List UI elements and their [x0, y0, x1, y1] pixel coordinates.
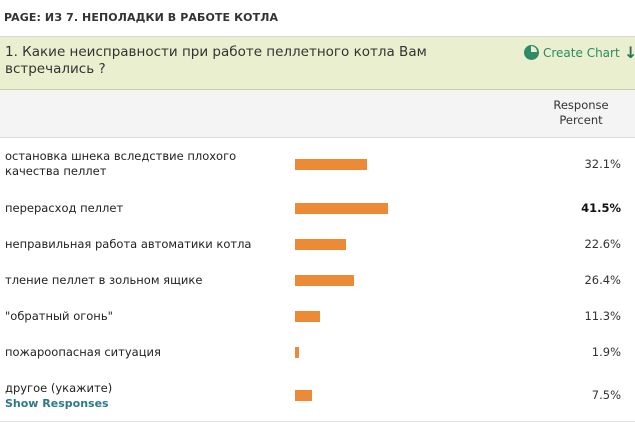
response-bar [295, 390, 312, 401]
row-label-text: остановка шнека вследствие плохого качес… [5, 149, 237, 178]
row-label-text: перерасход пеллет [5, 200, 124, 215]
table-row: остановка шнека вследствие плохого качес… [0, 138, 635, 191]
response-percent: 1.9% [591, 344, 621, 359]
page-header: PAGE: ИЗ 7. НЕПОЛАДКИ В РАБОТЕ КОТЛА [0, 0, 635, 37]
table-row: другое (укажите) Show Responses 7.5% [0, 370, 635, 422]
response-percent: 41.5% [581, 200, 621, 215]
row-label: другое (укажите) Show Responses [5, 381, 275, 411]
response-percent: 22.6% [584, 236, 621, 251]
row-label-text: тление пеллет в зольном ящике [5, 272, 203, 287]
row-label: пожароопасная ситуация [5, 345, 275, 360]
row-label: перерасход пеллет [5, 201, 275, 216]
show-responses-link[interactable]: Show Responses [5, 397, 109, 410]
response-percent: 7.5% [591, 388, 621, 402]
pie-chart-icon [524, 45, 539, 60]
response-percent: 11.3% [584, 308, 621, 323]
response-bar [295, 310, 321, 322]
page-title: PAGE: ИЗ 7. НЕПОЛАДКИ В РАБОТЕ КОТЛА [4, 11, 279, 24]
row-label-text: другое (укажите) [5, 381, 113, 395]
row-label: "обратный огонь" [5, 309, 275, 324]
row-label-text: неправильная работа автоматики котла [5, 236, 252, 251]
response-bar [295, 158, 367, 170]
table-row: перерасход пеллет 41.5% [0, 190, 635, 227]
question-bar: 1. Какие неисправности при работе пеллет… [0, 37, 635, 90]
response-bar [295, 274, 355, 286]
create-chart-label: Create Chart [543, 45, 620, 60]
response-percent: 26.4% [584, 272, 621, 287]
response-bar [295, 238, 346, 250]
table-row: пожароопасная ситуация 1.9% [0, 334, 635, 371]
row-label-text: "обратный огонь" [5, 308, 113, 323]
row-label: тление пеллет в зольном ящике [5, 273, 275, 288]
row-label: неправильная работа автоматики котла [5, 237, 275, 252]
row-label: остановка шнека вследствие плохого качес… [5, 149, 275, 179]
response-percent-header: Response Percent [553, 98, 609, 127]
table-row: тление пеллет в зольном ящике 26.4% [0, 262, 635, 299]
response-bar [295, 202, 388, 214]
table-header: Response Percent [0, 90, 635, 138]
response-percent: 32.1% [584, 156, 621, 171]
row-label-text: пожароопасная ситуация [5, 344, 161, 359]
table-row: неправильная работа автоматики котла 22.6… [0, 226, 635, 263]
response-bar [295, 346, 300, 358]
question-title: 1. Какие неисправности при работе пеллет… [5, 44, 427, 77]
table-row: "обратный огонь" 11.3% [0, 298, 635, 335]
create-chart-button[interactable]: Create Chart [524, 45, 620, 60]
arrow-down-icon[interactable]: ↓ [624, 43, 635, 62]
